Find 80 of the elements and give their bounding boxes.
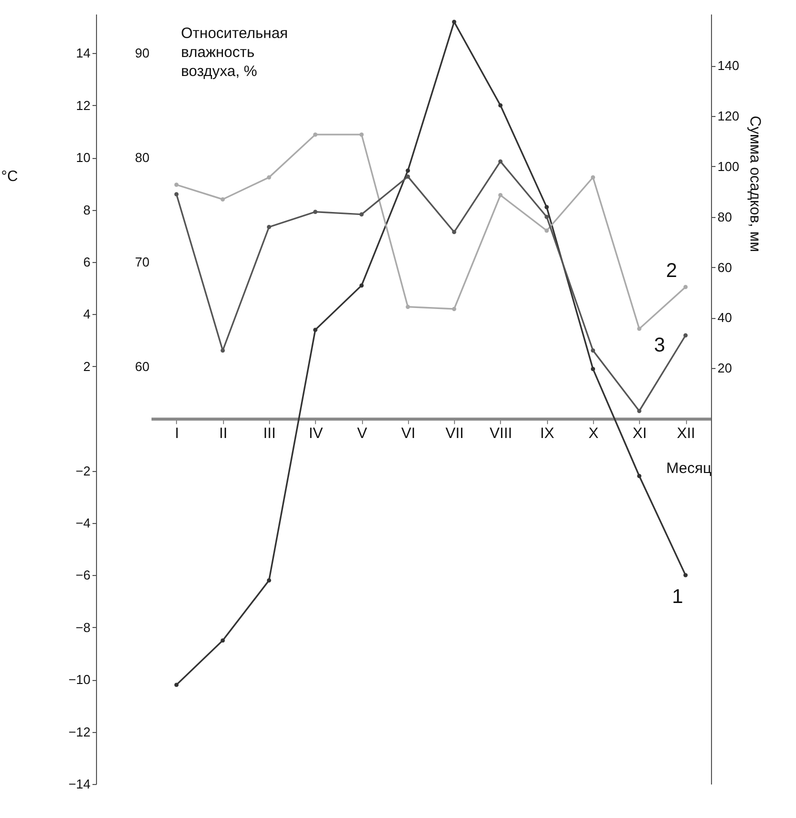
y2-axis-title: Относительная влажность воздуха, % <box>181 25 288 80</box>
y-tick-label: 10 <box>76 150 90 166</box>
x-tick-label: XII <box>676 425 696 442</box>
point <box>683 333 688 338</box>
point <box>590 366 596 372</box>
point <box>637 408 642 414</box>
y-tick-label: −4 <box>76 515 90 530</box>
x-tick-label: VI <box>401 425 416 442</box>
point <box>174 192 179 196</box>
y-tick-label: 6 <box>83 254 90 270</box>
x-tick-label: IX <box>540 425 554 442</box>
point <box>544 228 549 233</box>
point <box>266 175 272 180</box>
point <box>452 20 456 24</box>
y3-tick-label: 140 <box>718 58 740 74</box>
x-tick-label: VIII <box>490 425 512 442</box>
y3-tick-label: 120 <box>718 108 740 124</box>
series-label: 2 <box>666 260 678 282</box>
y-tick-label: 8 <box>83 202 90 218</box>
y-tick-label: −10 <box>68 672 90 688</box>
point <box>452 306 456 312</box>
point <box>590 348 596 353</box>
y-tick-label: −8 <box>76 620 90 635</box>
y3-tick-label: 40 <box>718 310 732 326</box>
y-tick-label: 14 <box>76 46 90 61</box>
point <box>174 182 179 187</box>
y3-tick-label: 80 <box>718 209 732 224</box>
point <box>406 168 410 173</box>
y-tick-label: −2 <box>76 463 90 478</box>
y3-tick-label: 60 <box>718 260 732 275</box>
y3-tick-label: 100 <box>718 158 740 174</box>
point <box>637 326 642 331</box>
x-tick-label: V <box>357 425 368 442</box>
point <box>174 682 179 687</box>
point <box>544 214 549 220</box>
y-tick-label: 12 <box>76 98 90 113</box>
point <box>683 573 688 578</box>
y-tick-label: −12 <box>68 724 90 740</box>
y-axis-title: °C <box>1 168 18 185</box>
point <box>637 474 642 478</box>
point <box>406 304 410 309</box>
point <box>683 284 688 290</box>
point <box>220 197 225 202</box>
point <box>266 224 272 230</box>
point <box>220 638 225 643</box>
x-axis-title: Месяц <box>666 460 712 478</box>
y-tick-label: 2 <box>83 358 90 374</box>
point <box>313 328 318 332</box>
series-label: 1 <box>672 586 684 608</box>
x-tick-label: XI <box>632 425 647 442</box>
point <box>498 159 503 164</box>
x-tick-label: X <box>588 425 598 442</box>
point <box>544 205 549 210</box>
point <box>452 230 456 234</box>
point <box>406 174 410 179</box>
y-tick-label: 4 <box>83 306 90 322</box>
point <box>498 103 503 108</box>
x-tick-label: IV <box>308 425 323 442</box>
y2-tick-label: 70 <box>135 254 150 270</box>
point <box>266 578 272 583</box>
y-tick-label: −6 <box>76 568 90 583</box>
point <box>359 132 364 137</box>
point <box>359 212 364 216</box>
point <box>590 175 596 180</box>
point <box>498 193 503 198</box>
y2-tick-label: 60 <box>135 358 150 374</box>
x-tick-label: VII <box>445 425 464 442</box>
x-tick-label: II <box>219 425 228 442</box>
y2-tick-label: 80 <box>135 150 150 166</box>
y-tick-label: −14 <box>68 776 90 792</box>
point <box>220 348 225 353</box>
y3-tick-label: 20 <box>718 360 732 376</box>
point <box>313 132 318 137</box>
y2-tick-label: 90 <box>135 46 150 61</box>
point <box>313 210 318 214</box>
point <box>359 283 364 288</box>
x-tick-label: III <box>263 425 276 442</box>
series-label: 3 <box>654 334 666 356</box>
x-tick-label: I <box>174 425 180 442</box>
y3-axis-title: Сумма осадков, мм <box>746 116 764 252</box>
